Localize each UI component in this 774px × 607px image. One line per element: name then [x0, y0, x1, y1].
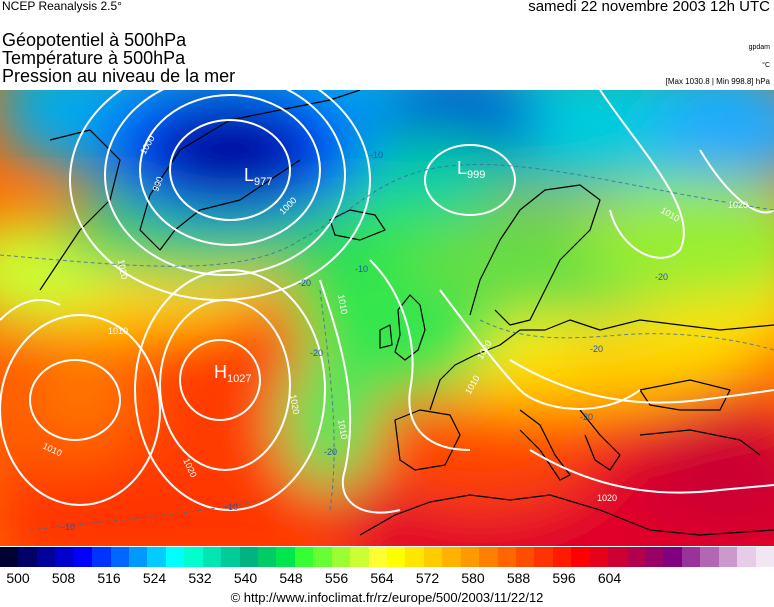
unit-geopotential: gpdam [748, 44, 770, 51]
colorbar-swatch [645, 547, 664, 567]
colorbar-swatch [700, 547, 720, 567]
datetime-label: samedi 22 novembre 2003 12h UTC [528, 0, 770, 15]
colorbar-swatch [36, 547, 56, 567]
colorbar-swatch [737, 547, 757, 567]
colorbar-swatch [405, 547, 425, 567]
colorbar-swatch [663, 547, 683, 567]
title-line-3: Pression au niveau de la mer [2, 66, 236, 86]
colorbar-swatch [442, 547, 462, 567]
isotherm-label: -20 [655, 272, 668, 282]
colorbar-swatch [258, 547, 277, 567]
colorbar-tick-label: 572 [415, 570, 440, 586]
colorbar-swatch [294, 547, 314, 567]
colorbar-swatch [608, 547, 628, 567]
colorbar-swatch [368, 547, 388, 567]
unit-temperature: °C [762, 62, 770, 69]
colorbar-tick-label: 516 [97, 570, 121, 586]
isotherm-label: -10 [370, 150, 383, 160]
isotherm-label: -10 [355, 264, 368, 274]
colorbar-swatch [350, 547, 370, 567]
isotherm-label: -20 [324, 447, 337, 457]
colorbar-swatch [221, 547, 241, 567]
title-line-1: Géopotentiel à 500hPa [2, 30, 187, 50]
colorbar-tick-label: 556 [324, 570, 349, 586]
low-center-1-value: 977 [254, 176, 272, 188]
colorbar-swatch [147, 547, 167, 567]
isobar-label: 1020 [728, 200, 748, 210]
colorbar-tick-label: 604 [597, 570, 622, 586]
colorbar-tick-label: 564 [370, 570, 394, 586]
svg-text:L999: L999 [457, 158, 485, 181]
isotherm-label: -10 [225, 502, 238, 512]
colorbar-swatch [460, 547, 480, 567]
isotherm-label: -20 [580, 412, 593, 422]
colorbar-swatch [18, 547, 38, 567]
colorbar-tick-label: 500 [6, 570, 30, 586]
colorbar-swatch [184, 547, 204, 567]
isobar-label: 1020 [116, 259, 129, 280]
colorbar-tick-label: 548 [279, 570, 303, 586]
colorbar-swatch [239, 547, 259, 567]
isobar-label: 1020 [597, 493, 617, 503]
isotherm-label: -20 [590, 344, 603, 354]
isobar-label: 990 [150, 175, 165, 193]
colorbar-swatch [202, 547, 222, 567]
colorbar-swatch [387, 547, 406, 567]
low-center-2-letter: L [457, 158, 467, 178]
colorbar-swatch [626, 547, 646, 567]
colorbar-swatch [313, 547, 333, 567]
colorbar-swatch [589, 547, 609, 567]
colorbar-swatch [755, 547, 774, 567]
colorbar-swatch [479, 547, 499, 567]
isotherm-label: -10 [62, 522, 75, 532]
isotherm-label: -20 [298, 278, 311, 288]
geopotential-colorbar [0, 547, 774, 567]
svg-text:H1027: H1027 [214, 362, 251, 385]
colorbar-swatch [129, 547, 148, 567]
credit-url: © http://www.infoclimat.fr/rz/europe/500… [230, 590, 544, 605]
colorbar-swatch [552, 547, 572, 567]
weather-map: L977 L999 H1027 1000 990 1000 1020 1010 … [0, 90, 774, 546]
title-line-2: Température à 500hPa [2, 48, 186, 68]
high-center-1-letter: H [214, 362, 227, 382]
colorbar-tick-label: 596 [552, 570, 576, 586]
colorbar-swatch [55, 547, 75, 567]
colorbar-swatch [331, 547, 351, 567]
colorbar-swatch [423, 547, 443, 567]
isobar-label: 1010 [336, 294, 349, 315]
colorbar-tick-label: 540 [233, 570, 258, 586]
colorbar-swatch [165, 547, 185, 567]
colorbar-swatch [681, 547, 701, 567]
colorbar-tick-label: 508 [51, 570, 76, 586]
colorbar-swatch [92, 547, 112, 567]
colorbar-swatch [718, 547, 738, 567]
colorbar-swatch [571, 547, 591, 567]
isobar-label: 1010 [108, 326, 128, 336]
colorbar-tick-label: 588 [506, 570, 531, 586]
low-center-1-letter: L [244, 165, 254, 185]
colorbar-swatch [516, 547, 535, 567]
colorbar-swatch [497, 547, 517, 567]
high-center-1-value: 1027 [227, 373, 251, 385]
colorbar-tick-label: 532 [188, 570, 212, 586]
colorbar-swatch [110, 547, 130, 567]
colorbar-swatch [0, 547, 19, 567]
isobar-label: 1020 [288, 394, 301, 415]
colorbar-swatch [73, 547, 93, 567]
isobar-label: 1010 [336, 419, 349, 440]
colorbar-tick-label: 580 [461, 570, 485, 586]
svg-text:L977: L977 [244, 165, 272, 188]
colorbar-swatch [534, 547, 554, 567]
isotherm-label: -20 [310, 348, 323, 358]
low-center-2-value: 999 [467, 169, 485, 181]
colorbar-swatch [276, 547, 296, 567]
source-label: NCEP Reanalysis 2.5° [2, 0, 122, 13]
pressure-extremes: [Max 1030.8 | Min 998.8] hPa [665, 77, 770, 86]
colorbar-tick-label: 524 [142, 570, 167, 586]
